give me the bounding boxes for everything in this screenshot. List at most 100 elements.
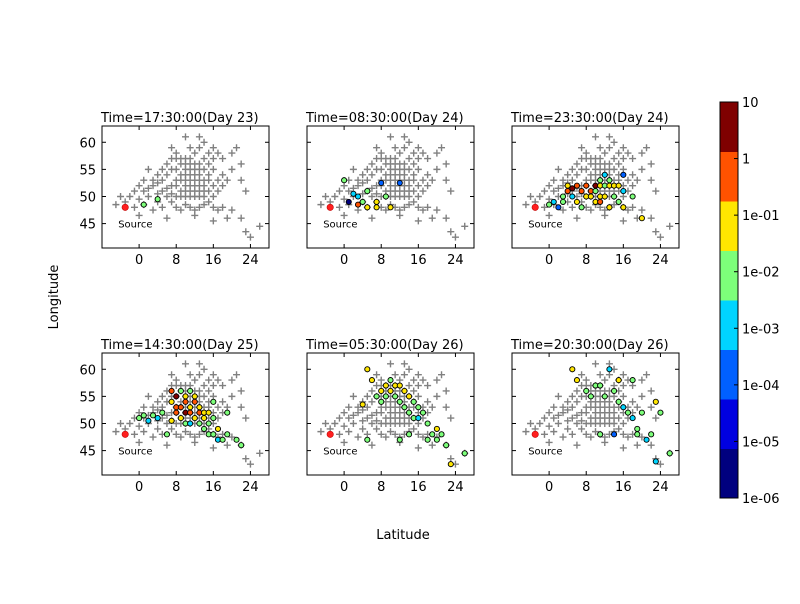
station-marker	[242, 187, 250, 195]
station-marker	[172, 376, 180, 384]
concentration-point	[406, 409, 413, 416]
concentration-point	[615, 182, 622, 189]
station-marker	[154, 425, 162, 433]
x-tick-label: 0	[135, 480, 143, 495]
station-marker	[354, 176, 362, 184]
station-marker	[638, 376, 646, 384]
concentration-point	[615, 398, 622, 405]
station-marker	[656, 233, 664, 241]
station-marker	[200, 155, 208, 163]
station-marker	[610, 138, 618, 146]
concentration-point	[578, 204, 585, 211]
station-marker	[373, 190, 381, 198]
station-marker	[368, 398, 376, 406]
station-marker	[666, 222, 674, 230]
station-marker	[554, 419, 562, 427]
station-marker	[387, 133, 394, 141]
station-marker	[209, 192, 217, 200]
station-marker	[363, 392, 371, 400]
concentration-point	[569, 366, 576, 373]
station-marker	[438, 144, 446, 152]
station-marker	[186, 203, 194, 211]
station-marker	[219, 155, 227, 163]
station-marker	[144, 184, 152, 192]
station-marker	[619, 419, 627, 427]
station-marker	[400, 360, 408, 368]
concentration-point	[615, 377, 622, 384]
station-marker	[186, 144, 194, 152]
station-marker	[568, 392, 576, 400]
station-marker	[149, 433, 157, 441]
station-marker	[154, 398, 162, 406]
station-marker	[359, 179, 367, 187]
station-marker	[354, 403, 362, 411]
station-marker	[554, 392, 562, 400]
station-marker	[130, 430, 138, 438]
concentration-point	[354, 193, 362, 200]
station-marker	[391, 144, 399, 152]
concentration-point	[168, 398, 175, 405]
concentration-point	[629, 377, 636, 384]
station-marker	[140, 187, 148, 195]
station-marker	[340, 422, 348, 430]
station-marker	[195, 387, 203, 395]
concentration-point	[657, 409, 664, 416]
station-marker	[601, 149, 609, 157]
station-marker	[182, 201, 189, 209]
concentration-point	[629, 415, 636, 422]
station-marker	[223, 214, 231, 222]
station-marker	[405, 155, 413, 163]
concentration-point	[182, 398, 189, 405]
station-marker	[652, 187, 660, 195]
station-marker	[447, 455, 455, 463]
station-marker	[643, 144, 651, 152]
station-marker	[559, 403, 567, 411]
station-marker	[242, 455, 250, 463]
station-marker	[573, 387, 581, 395]
station-marker	[163, 419, 171, 427]
station-marker	[396, 376, 404, 384]
station-marker	[451, 233, 459, 241]
station-marker	[414, 371, 422, 379]
station-marker	[335, 430, 343, 438]
station-marker	[163, 411, 171, 419]
concentration-point	[368, 377, 375, 384]
station-marker	[410, 425, 418, 433]
x-tick-label: 16	[205, 253, 222, 268]
concentration-point	[606, 204, 613, 211]
station-marker	[568, 203, 576, 211]
station-marker	[540, 187, 548, 195]
concentration-point	[382, 193, 389, 200]
concentration-point	[615, 198, 622, 205]
concentration-point	[168, 387, 175, 395]
station-marker	[368, 387, 376, 395]
station-marker	[615, 425, 623, 433]
station-marker	[373, 371, 381, 379]
station-marker	[605, 371, 613, 379]
station-marker	[354, 206, 362, 214]
station-marker	[368, 160, 376, 168]
concentration-point	[396, 382, 403, 389]
concentration-point	[177, 415, 184, 422]
colorbar-label: 1e-04	[742, 379, 780, 394]
concentration-point	[569, 193, 576, 200]
station-marker	[195, 144, 203, 152]
concentration-point	[620, 188, 627, 195]
station-marker	[195, 160, 203, 168]
station-marker	[149, 176, 157, 184]
station-marker	[377, 149, 385, 157]
station-marker	[414, 182, 422, 190]
station-marker	[387, 360, 394, 368]
concentration-point	[550, 198, 557, 205]
concentration-point	[136, 415, 143, 422]
station-marker	[605, 160, 613, 168]
station-marker	[568, 176, 576, 184]
station-marker	[163, 184, 171, 192]
x-tick-label: 24	[652, 480, 669, 495]
colorbar-segment	[720, 300, 738, 350]
station-marker	[168, 371, 176, 379]
source-label: Source	[528, 446, 562, 457]
station-marker	[117, 192, 125, 200]
station-marker	[144, 192, 152, 200]
station-marker	[410, 149, 418, 157]
